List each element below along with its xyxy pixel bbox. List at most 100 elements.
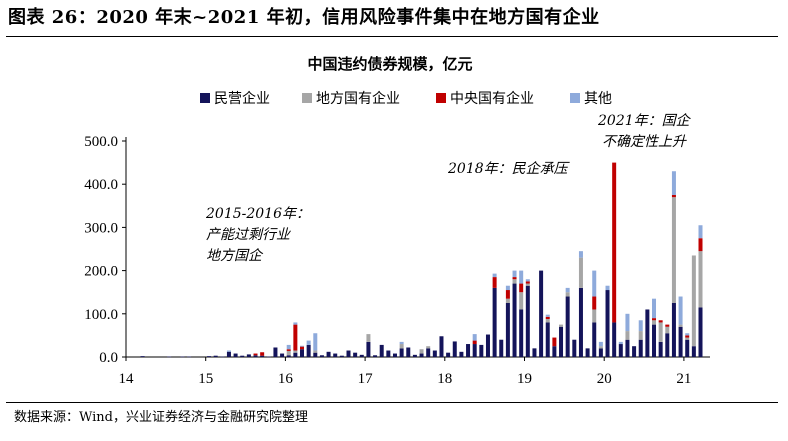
bar-segment-2020-09-2: [658, 320, 663, 323]
bar-segment-2021-01-3: [685, 333, 690, 336]
bar-segment-2020-12-3: [678, 296, 683, 325]
bar-segment-2015-10-0: [266, 356, 271, 358]
title-rule: [6, 36, 778, 37]
bar-segment-2021-03-3: [698, 225, 703, 239]
bar-segment-2017-01-0: [366, 341, 371, 357]
y-axis: 0.0 100.0 200.0 300.0 400.0 500.0: [84, 134, 127, 366]
bar-segment-2016-03-0: [300, 349, 305, 357]
bar-segment-2018-10-1: [505, 298, 510, 303]
bar-segment-2019-01-3: [525, 279, 530, 282]
y-tick-label: 400.0: [84, 177, 118, 193]
bar-segment-2019-07-1: [565, 292, 570, 297]
bar-segment-2018-10-2: [505, 290, 510, 299]
bar-segment-2017-03-0: [379, 344, 384, 357]
bar-segment-2015-03-0: [220, 356, 225, 358]
bar-segment-2018-07-0: [485, 334, 490, 357]
bar-segment-2019-07-0: [565, 296, 570, 357]
bar-segment-2016-06-0: [319, 355, 324, 357]
annotation-line: 不确定性上升: [602, 134, 687, 150]
x-tick-label: 18: [437, 371, 452, 387]
bar-segment-2017-07-0: [406, 347, 411, 357]
bar-segment-2016-10-0: [346, 350, 351, 357]
bar-segment-2018-04-0: [466, 344, 471, 357]
bar-segment-2016-03-2: [300, 346, 305, 350]
x-tick-label: 15: [198, 371, 213, 387]
bar-segment-2016-03-3: [300, 345, 305, 347]
bar-segment-2017-08-0: [412, 354, 417, 357]
bar-segment-2018-05-2: [472, 340, 477, 345]
bar-segment-2019-01-0: [525, 285, 530, 357]
bar-segment-2016-07-0: [326, 351, 331, 357]
bar-segment-2020-04-3: [625, 313, 630, 332]
bar-segment-2019-09-3: [578, 251, 583, 258]
bar-segment-2018-08-3: [492, 273, 497, 278]
bar-segment-2019-11-3: [592, 270, 597, 297]
bar-segment-2016-02-0: [293, 352, 298, 357]
bar-segment-2019-04-1: [545, 318, 550, 323]
annotation-line: 2018年：民企承压: [447, 161, 571, 177]
bar-segment-2020-10-0: [665, 333, 670, 357]
figure-title: 图表 26：2020 年末~2021 年初，信用风险事件集中在地方国有企业: [8, 7, 600, 28]
bar-segment-2019-01-2: [525, 281, 530, 284]
bar-segment-2017-10-0: [426, 348, 431, 357]
bar-segment-2016-12-0: [359, 354, 364, 357]
bar-segment-2020-01-0: [605, 290, 610, 357]
legend-swatch: [200, 93, 210, 103]
bar-segment-2016-05-0: [313, 352, 318, 357]
bar-segment-2018-10-3: [505, 285, 510, 291]
annotation-line: 地方国企: [206, 248, 264, 264]
bar-segment-2019-06-0: [559, 326, 564, 357]
bar-segment-2020-04-1: [625, 331, 630, 340]
bar-segment-2017-02-0: [373, 355, 378, 357]
bar-segment-2016-01-0: [286, 355, 291, 357]
bar-segment-2017-01-1: [366, 334, 371, 342]
bar-segment-2021-03-2: [698, 238, 703, 252]
bar-segment-2016-05-3: [313, 333, 318, 351]
bar-segment-2021-01-2: [685, 335, 690, 338]
bar-segment-2016-02-2: [293, 324, 298, 351]
bar-segment-2019-06-1: [559, 324, 564, 327]
annotation-line: 2015-2016年：: [205, 206, 310, 222]
bar-segment-2018-01-0: [446, 352, 451, 357]
bond-default-chart: 中国违约债券规模，亿元 民营企业 地方国有企业 中央国有企业 其他 0.0 100.0 2…: [84, 55, 710, 387]
bar-segment-2015-05-0: [233, 353, 238, 357]
x-tick-label: 21: [676, 371, 691, 387]
bar-segment-2020-08-2: [652, 318, 657, 321]
legend-swatch: [436, 93, 446, 103]
bar-segment-2017-12-0: [439, 336, 444, 357]
bar-segment-2017-06-3: [399, 341, 404, 345]
annotation-line: 2021年：国企: [597, 113, 692, 129]
bar-segment-2016-04-3: [306, 340, 311, 345]
bar-segment-2016-09-0: [339, 355, 344, 357]
bars: [140, 162, 703, 358]
bar-segment-2019-12-0: [598, 348, 603, 357]
bar-segment-2016-04-0: [306, 344, 311, 357]
source-rule: [6, 402, 778, 403]
bar-segment-2019-05-0: [552, 346, 557, 357]
bar-segment-2014-03-0: [140, 356, 145, 357]
bar-segment-2015-11-0: [273, 347, 278, 357]
x-tick-label: 14: [119, 371, 135, 387]
bar-segment-2018-08-2: [492, 277, 497, 288]
bar-segment-2020-08-1: [652, 320, 657, 325]
bar-segment-2021-01-1: [685, 337, 690, 340]
bar-segment-2018-12-0: [519, 309, 524, 357]
legend-label: 中央国有企业: [450, 90, 534, 107]
bar-segment-2020-11-3: [671, 171, 676, 195]
bar-segment-2018-03-0: [459, 351, 464, 357]
bar-segment-2015-07-0: [246, 354, 251, 357]
bar-segment-2016-01-3: [286, 344, 291, 350]
bar-segment-2015-06-0: [240, 355, 245, 357]
source-note: 数据来源：Wind，兴业证券经济与金融研究院整理: [14, 410, 308, 425]
x-tick-label: 19: [517, 371, 532, 387]
bar-segment-2020-12-0: [678, 326, 683, 357]
bar-segment-2021-02-0: [691, 346, 696, 357]
bar-segment-2014-09-0: [180, 356, 185, 358]
bar-segment-2017-06-1: [399, 344, 404, 349]
legend-swatch: [302, 93, 312, 103]
y-tick-label: 100.0: [84, 307, 118, 323]
y-tick-label: 300.0: [84, 220, 118, 236]
bar-segment-2018-06-0: [479, 344, 484, 357]
annotation-line: 产能过剩行业: [206, 227, 291, 243]
